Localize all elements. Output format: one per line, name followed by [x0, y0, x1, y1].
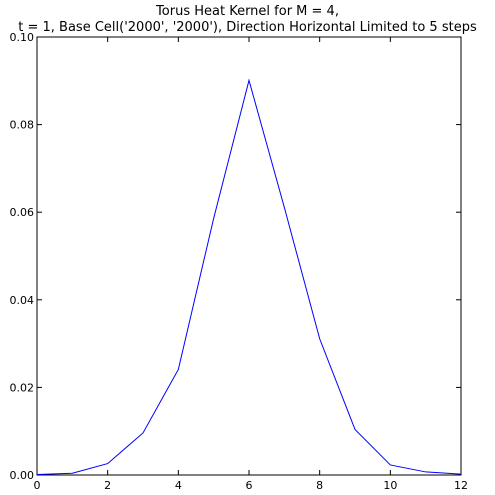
x-tick-label: 8 — [316, 479, 323, 492]
plot-area — [36, 36, 462, 476]
y-tick-label: 0.08 — [10, 119, 35, 132]
y-tick-label: 0.10 — [10, 31, 35, 44]
x-tick-label: 4 — [175, 479, 182, 492]
series-line — [36, 78, 462, 476]
y-tick-label: 0.06 — [10, 206, 35, 219]
x-tick-label: 2 — [104, 479, 111, 492]
x-tick-label: 0 — [34, 479, 41, 492]
y-tick-label: 0.00 — [10, 469, 35, 482]
chart-title-line-2: t = 1, Base Cell('2000', '2000'), Direct… — [18, 20, 477, 35]
tick-labels: 0 2 4 6 8 10 12 0.00 0.02 0.04 0.06 0.08 0.10 — [10, 31, 469, 492]
x-tick-label: 12 — [454, 479, 468, 492]
chart-title-line-1: Torus Heat Kernel for M = 4, — [156, 4, 339, 19]
x-tick-label: 6 — [246, 479, 253, 492]
y-tick-label: 0.04 — [10, 294, 35, 307]
x-tick-label: 10 — [383, 479, 397, 492]
y-tick-label: 0.02 — [10, 381, 35, 394]
series-group — [36, 78, 462, 476]
